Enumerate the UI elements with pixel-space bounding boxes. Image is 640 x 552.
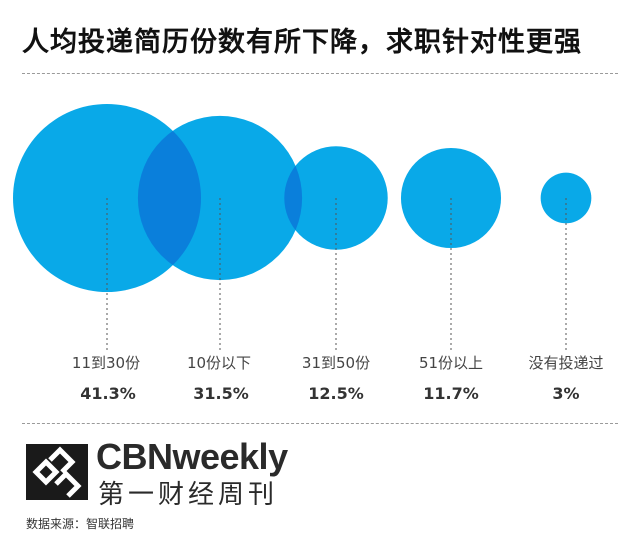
data-source: 数据来源：智联招聘 xyxy=(26,517,135,531)
overlap-layer xyxy=(137,115,303,281)
chart-title: 人均投递简历份数有所下降，求职针对性更强 xyxy=(22,27,582,58)
category-label: 51份以上 xyxy=(418,354,484,372)
top-divider xyxy=(22,73,618,74)
bubble-overlap-0 xyxy=(137,115,201,281)
bottom-divider xyxy=(22,423,618,424)
brand-name-en: CBNweekly xyxy=(96,436,288,477)
bubble-layer xyxy=(13,104,592,292)
category-label: 11到30份 xyxy=(71,354,141,372)
value-label: 3% xyxy=(552,384,580,403)
cbn-logo-icon xyxy=(26,444,88,500)
value-label: 31.5% xyxy=(193,384,249,403)
category-label: 31到50份 xyxy=(301,354,371,372)
value-label: 12.5% xyxy=(308,384,364,403)
category-label: 10份以下 xyxy=(186,354,252,372)
brand-name-cn: 第一财经周刊 xyxy=(98,480,279,510)
value-label: 41.3% xyxy=(80,384,136,403)
leader-lines-layer xyxy=(106,198,567,350)
bubble-chart xyxy=(13,104,592,350)
category-label: 没有投递过 xyxy=(528,354,604,372)
value-label: 11.7% xyxy=(423,384,479,403)
